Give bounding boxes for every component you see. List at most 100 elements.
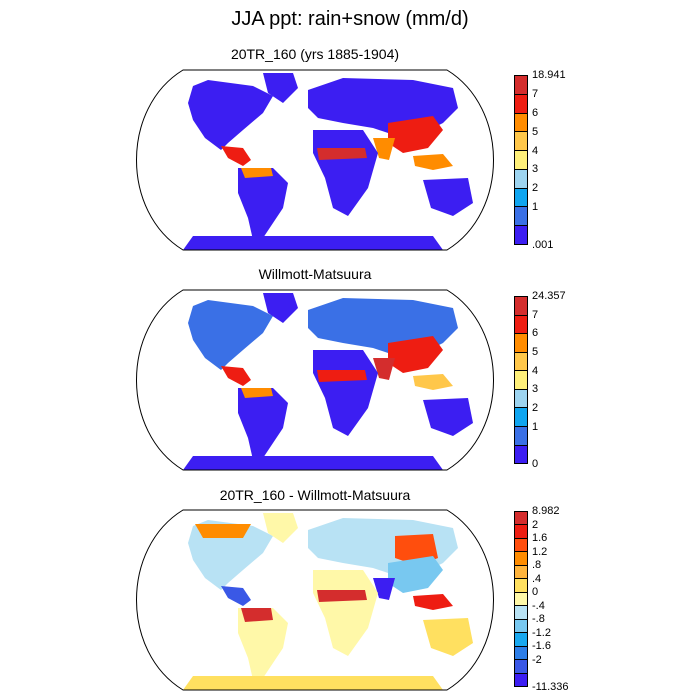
colorbar-segment bbox=[515, 371, 527, 390]
colorbar-segment bbox=[515, 565, 527, 580]
colorbar-segment bbox=[515, 76, 527, 95]
world-map bbox=[136, 509, 494, 691]
colorbar bbox=[514, 75, 528, 245]
australia bbox=[423, 178, 473, 216]
colorbar-segment bbox=[515, 606, 527, 620]
north-america bbox=[188, 80, 273, 150]
colorbar-segment bbox=[515, 660, 527, 674]
colorbar-segment bbox=[515, 646, 527, 661]
maritime-continent bbox=[413, 374, 453, 390]
colorbar-segment bbox=[515, 579, 527, 593]
colorbar-segment bbox=[515, 552, 527, 566]
figure-title: JJA ppt: rain+snow (mm/d) bbox=[231, 8, 469, 30]
colorbar-segment bbox=[515, 673, 527, 687]
colorbar-segment bbox=[515, 525, 527, 539]
colorbar-tick-label: 2 bbox=[532, 518, 539, 531]
colorbar-tick-label: 24.357 bbox=[532, 290, 566, 302]
colorbar-tick-label: 4 bbox=[532, 144, 539, 157]
colorbar-segment bbox=[515, 113, 527, 133]
colorbar-tick-label: 1.6 bbox=[532, 532, 548, 545]
colorbar-tick-label: 7 bbox=[532, 308, 539, 321]
colorbar-segment bbox=[515, 592, 527, 607]
colorbar-segment bbox=[515, 334, 527, 353]
africa bbox=[313, 570, 378, 656]
colorbar-tick-label: 1 bbox=[532, 420, 539, 433]
south-america bbox=[238, 608, 288, 680]
central-america bbox=[221, 586, 251, 606]
antarctica bbox=[183, 236, 443, 250]
map-outline bbox=[136, 509, 494, 691]
colorbar-tick-label: -.8 bbox=[532, 613, 545, 626]
colorbar bbox=[514, 511, 528, 687]
maritime-continent bbox=[413, 154, 453, 170]
world-map bbox=[136, 289, 494, 471]
colorbar bbox=[514, 296, 528, 464]
asia-monsoon bbox=[388, 116, 443, 153]
colorbar-tick-label: -1.6 bbox=[532, 640, 551, 653]
africa bbox=[313, 130, 378, 216]
colorbar-tick-label: 1.2 bbox=[532, 545, 548, 558]
asia-monsoon bbox=[388, 336, 443, 373]
sahel-band bbox=[317, 148, 367, 160]
colorbar-tick-label: .001 bbox=[532, 239, 554, 251]
colorbar-segment bbox=[515, 226, 527, 245]
maritime-continent bbox=[413, 594, 453, 610]
panel-title: 20TR_160 (yrs 1885-1904) bbox=[230, 46, 400, 62]
colorbar-segment bbox=[515, 315, 527, 335]
colorbar-tick-label: 5 bbox=[532, 346, 539, 358]
colorbar-segment bbox=[515, 297, 527, 316]
colorbar-tick-label: 5 bbox=[532, 125, 539, 138]
south-america bbox=[238, 388, 288, 460]
colorbar-segment bbox=[515, 188, 527, 208]
colorbar-tick-label: 18.941 bbox=[532, 69, 566, 81]
colorbar-segment bbox=[515, 633, 527, 647]
colorbar-segment bbox=[515, 426, 527, 446]
australia bbox=[423, 618, 473, 656]
sahel-band bbox=[317, 590, 367, 602]
colorbar-segment bbox=[515, 512, 527, 526]
world-map bbox=[136, 69, 494, 251]
amazon-north bbox=[241, 388, 273, 398]
north-america-north bbox=[195, 524, 251, 538]
colorbar-segment bbox=[515, 151, 527, 170]
colorbar-tick-label: -1.2 bbox=[532, 626, 551, 639]
antarctica bbox=[183, 676, 443, 690]
greenland bbox=[263, 73, 298, 103]
colorbar-tick-label: -.4 bbox=[532, 599, 545, 612]
colorbar-tick-label: 4 bbox=[532, 364, 539, 377]
colorbar-tick-label: 8.982 bbox=[532, 505, 560, 517]
colorbar-tick-label: 0 bbox=[532, 458, 539, 470]
south-america bbox=[238, 168, 288, 240]
amazon-north bbox=[241, 608, 273, 622]
colorbar-segment bbox=[515, 132, 527, 152]
colorbar-tick-label: 6 bbox=[532, 106, 539, 119]
colorbar-tick-label: .4 bbox=[532, 572, 542, 585]
india bbox=[373, 138, 395, 160]
colorbar-segment bbox=[515, 445, 527, 464]
colorbar-segment bbox=[515, 207, 527, 227]
colorbar-segment bbox=[515, 408, 527, 427]
map-outline bbox=[136, 69, 494, 251]
map-outline bbox=[136, 289, 494, 471]
colorbar-tick-label: 6 bbox=[532, 327, 539, 340]
colorbar-segment bbox=[515, 94, 527, 114]
colorbar-tick-label: .8 bbox=[532, 559, 542, 572]
colorbar-segment bbox=[515, 538, 527, 553]
colorbar-segment bbox=[515, 352, 527, 372]
antarctica bbox=[183, 456, 443, 470]
amazon-north bbox=[241, 168, 273, 178]
colorbar-tick-label: 3 bbox=[532, 163, 539, 176]
colorbar-segment bbox=[515, 389, 527, 409]
australia bbox=[423, 398, 473, 436]
panel-title: Willmott-Matsuura bbox=[258, 266, 372, 282]
colorbar-tick-label: 0 bbox=[532, 586, 539, 599]
colorbar-tick-label: 3 bbox=[532, 383, 539, 396]
asia-monsoon bbox=[388, 556, 443, 593]
colorbar-tick-label: -11.336 bbox=[532, 681, 569, 693]
india bbox=[373, 578, 395, 600]
panel-title: 20TR_160 - Willmott-Matsuura bbox=[219, 487, 411, 503]
sahel-band bbox=[317, 370, 367, 382]
colorbar-segment bbox=[515, 619, 527, 634]
greenland bbox=[263, 293, 298, 323]
colorbar-tick-label: 2 bbox=[532, 402, 539, 414]
